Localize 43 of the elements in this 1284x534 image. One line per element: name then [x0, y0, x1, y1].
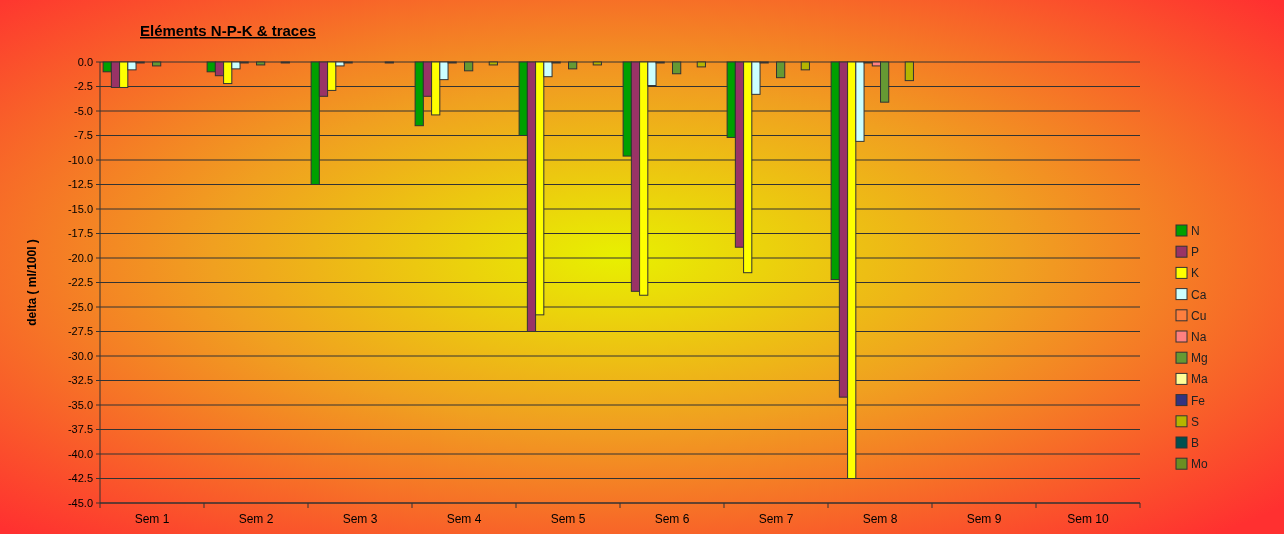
y-tick-label: -45.0: [67, 496, 93, 509]
x-tick-label: Sem 10: [1067, 512, 1109, 526]
y-tick-label: -35.0: [67, 398, 93, 411]
legend-label: Fe: [1191, 393, 1206, 408]
y-tick-label: -10.0: [67, 153, 93, 166]
legend-label: B: [1191, 436, 1200, 450]
y-tick-label: -25.0: [67, 300, 93, 313]
y-tick-label: -22.5: [67, 276, 93, 289]
legend-label: P: [1191, 245, 1200, 260]
legend-label: Mo: [1191, 457, 1208, 472]
legend-label: Ca: [1191, 287, 1207, 302]
y-tick-label: -15.0: [67, 202, 93, 215]
y-tick-label: 0.0: [77, 55, 93, 68]
x-tick-label: Sem 3: [342, 512, 378, 526]
y-axis-title: delta ( ml/100l ): [25, 239, 39, 326]
x-tick-label: Sem 9: [966, 512, 1002, 526]
y-tick-label: -5.0: [74, 104, 93, 117]
y-tick-label: -40.0: [67, 447, 93, 460]
x-tick-label: Sem 6: [654, 512, 690, 526]
x-tick-label: Sem 4: [446, 512, 482, 526]
y-tick-label: -37.5: [67, 423, 93, 436]
y-tick-label: -42.5: [67, 472, 93, 485]
y-tick-label: -20.0: [67, 251, 93, 264]
x-tick-label: Sem 5: [550, 512, 586, 526]
legend-label: S: [1191, 414, 1200, 429]
y-tick-label: -7.5: [74, 129, 93, 142]
legend-label: Mg: [1191, 351, 1208, 366]
y-tick-label: -2.5: [74, 80, 93, 93]
y-tick-label: -17.5: [67, 227, 93, 240]
legend-label: Na: [1191, 330, 1207, 344]
y-tick-label: -27.5: [67, 325, 93, 338]
legend-label: Cu: [1191, 308, 1207, 323]
chart-title: Eléments N-P-K & traces: [140, 22, 316, 39]
legend-label: N: [1191, 224, 1200, 238]
y-tick-label: -12.5: [67, 178, 93, 191]
x-tick-label: Sem 1: [134, 512, 170, 526]
y-tick-label: -32.5: [67, 374, 93, 387]
x-tick-label: Sem 7: [758, 512, 794, 526]
x-tick-label: Sem 2: [238, 512, 274, 526]
x-tick-label: Sem 8: [862, 512, 898, 526]
legend-label: Ma: [1191, 372, 1208, 387]
y-tick-label: -30.0: [67, 349, 93, 362]
legend-label: K: [1191, 266, 1200, 281]
